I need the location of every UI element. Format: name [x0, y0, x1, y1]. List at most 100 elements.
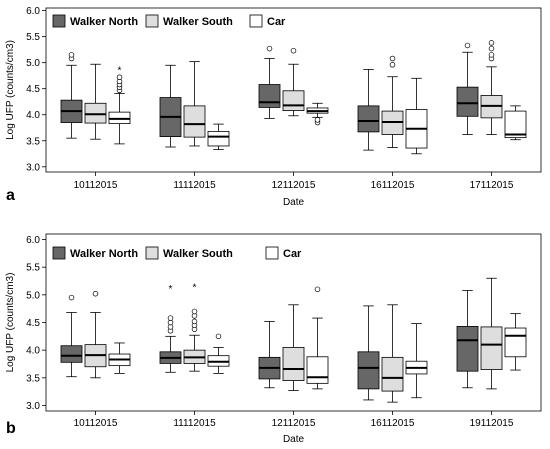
panel-label: a [6, 187, 15, 204]
iqr-box [207, 130, 230, 147]
legend-swatch [52, 246, 66, 260]
box-walker-north [258, 320, 281, 389]
x-tick-label: 11112015 [173, 418, 216, 429]
box-walker-south [480, 40, 503, 135]
outlier-point [92, 290, 99, 297]
panel-label: b [6, 420, 16, 437]
legend: Walker North Walker South Car [52, 246, 302, 260]
box-walker-south [84, 290, 107, 379]
x-tick-label: 17112015 [470, 180, 514, 191]
box-walker-south [480, 277, 503, 390]
iqr-box [282, 90, 305, 111]
iqr-box [480, 326, 503, 370]
iqr-box [357, 105, 380, 133]
box-car: * [108, 65, 131, 145]
box-walker-south [183, 61, 206, 147]
outlier-point [389, 55, 396, 62]
x-tick-label: 10112015 [74, 180, 118, 191]
iqr-box [60, 345, 83, 363]
outlier-point [116, 74, 123, 80]
y-tick-label: 3.5 [26, 373, 40, 384]
x-tick-label: 16112015 [371, 180, 415, 191]
extreme-point: * [169, 284, 173, 295]
x-tick-label: 12112015 [272, 180, 316, 191]
x-tick-label: 16112015 [371, 418, 415, 429]
y-tick-label: 3.5 [26, 136, 40, 147]
box-walker-north [60, 294, 83, 378]
iqr-box [456, 86, 479, 117]
box-walker-north [456, 290, 479, 389]
box-car [504, 313, 527, 371]
y-tick-label: 4.0 [26, 110, 40, 121]
box-walker-north [60, 52, 83, 139]
y-tick-label: 4.5 [26, 84, 40, 95]
iqr-box [84, 102, 107, 124]
outlier-point [290, 47, 297, 54]
legend-label: Walker South [163, 248, 233, 260]
extreme-point: * [193, 283, 197, 294]
box-walker-north [159, 64, 182, 148]
box-car [405, 77, 428, 155]
box-car [306, 286, 329, 390]
box-car [504, 105, 527, 141]
outlier-point [488, 52, 495, 58]
outlier-point [389, 61, 396, 68]
chart-panel-b: 3.0 3.5 4.0 4.5 5.0 5.5 6.0 Log UFP (counts/cm3… [5, 233, 542, 445]
outlier-point [266, 45, 273, 52]
box-walker-north [357, 305, 380, 401]
iqr-box [504, 110, 527, 139]
box-walker-south [84, 63, 107, 140]
box-car [207, 123, 230, 151]
legend-label: Car [283, 248, 302, 260]
outlier-point [215, 333, 222, 340]
iqr-box [258, 84, 281, 108]
outlier-point [167, 315, 174, 321]
y-tick-label: 4.0 [26, 346, 40, 357]
y-tick-label: 5.5 [26, 263, 40, 274]
iqr-box [504, 327, 527, 358]
x-tick-label: 12112015 [272, 418, 316, 429]
box-walker-north [258, 45, 281, 119]
iqr-box [381, 356, 404, 392]
legend: Walker North Walker South Car [52, 14, 286, 28]
outlier-point [191, 318, 198, 325]
y-tick-label: 5.5 [26, 32, 40, 43]
box-walker-north: * [159, 284, 182, 373]
iqr-box [183, 105, 206, 138]
y-tick-label: 6.0 [26, 6, 40, 17]
box-walker-south [282, 304, 305, 391]
box-walker-north [456, 42, 479, 135]
box-walker-north [357, 69, 380, 151]
x-axis-label: Date [283, 197, 305, 208]
y-axis-label: Log UFP (counts/cm3) [5, 273, 16, 373]
box-car [306, 102, 329, 126]
outlier-point [314, 117, 321, 123]
y-tick-label: 5.0 [26, 290, 40, 301]
iqr-box [357, 351, 380, 390]
x-tick-label: 10112015 [74, 418, 118, 429]
legend-label: Walker South [163, 16, 233, 28]
outlier-point [68, 52, 75, 58]
legend-swatch [52, 14, 66, 28]
box-walker-south [282, 47, 305, 117]
outlier-point [314, 286, 321, 293]
x-axis-label: Date [283, 434, 305, 445]
legend-swatch [265, 246, 279, 260]
iqr-box [306, 356, 329, 384]
box-car [207, 333, 230, 374]
legend-label: Car [267, 16, 286, 28]
box-walker-south [381, 304, 404, 403]
y-axis-label: Log UFP (counts/cm3) [5, 40, 16, 140]
x-tick-label: 19112015 [470, 418, 514, 429]
outlier-point [68, 294, 75, 301]
outlier-point [191, 308, 198, 315]
iqr-box [108, 111, 131, 124]
legend-swatch [249, 14, 263, 28]
box-car [108, 342, 131, 374]
y-tick-label: 4.5 [26, 318, 40, 329]
y-tick-label: 3.0 [26, 401, 40, 412]
box-walker-south: * [183, 283, 206, 372]
iqr-box [456, 325, 479, 372]
extreme-point: * [118, 65, 122, 76]
